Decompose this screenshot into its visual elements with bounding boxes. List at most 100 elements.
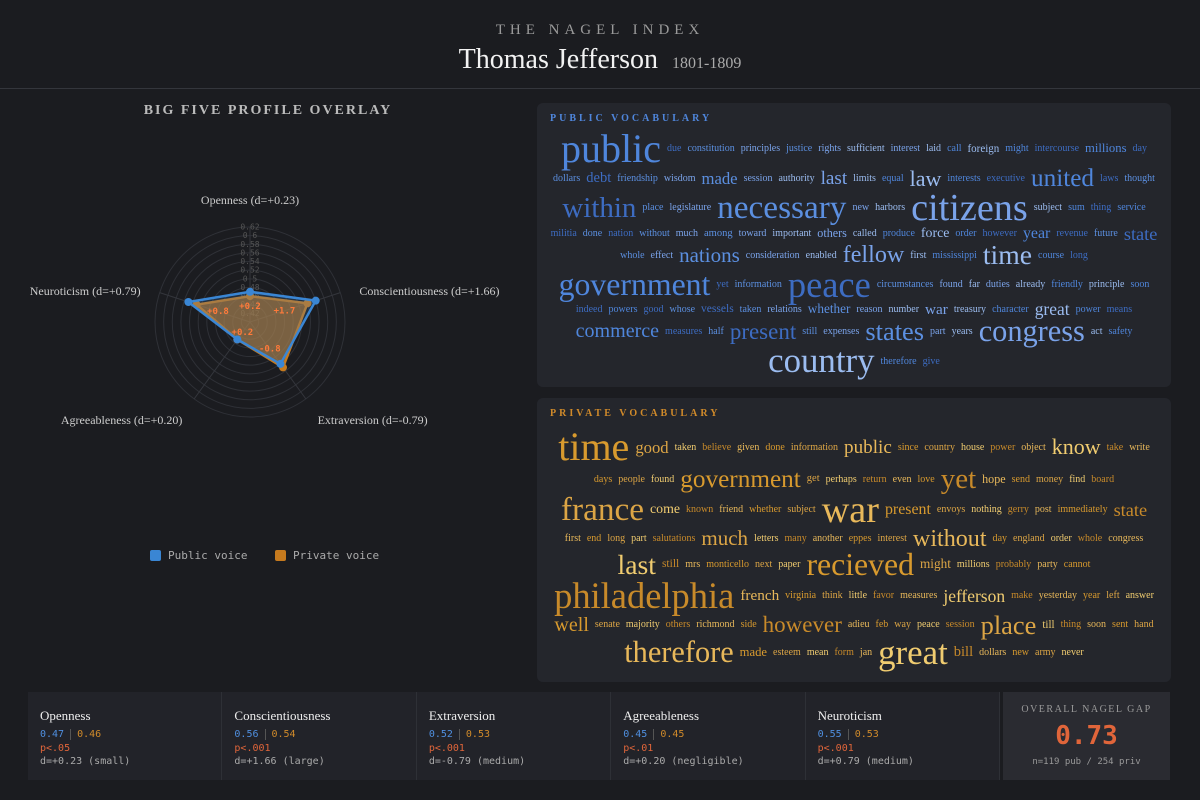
word: house <box>960 441 985 453</box>
word: present <box>729 317 797 344</box>
p-value: p<.01 <box>623 743 654 754</box>
word: within <box>562 191 637 224</box>
trait-name: Neuroticism <box>817 708 882 723</box>
word: relations <box>767 303 802 315</box>
word: future <box>1093 228 1118 240</box>
trait-cards: Openness 0.47 0.46 p<.05 d=+0.23 (small) Cons… <box>28 692 1001 780</box>
p-value: p<.001 <box>234 743 271 754</box>
word: hand <box>1134 619 1154 631</box>
word: rights <box>818 143 842 155</box>
word: part <box>930 325 946 337</box>
word: might <box>920 556 951 572</box>
trait-card: Openness 0.47 0.46 p<.05 d=+0.23 (small) <box>28 692 223 780</box>
word: known <box>686 504 714 516</box>
word: laid <box>926 143 942 155</box>
word: cannot <box>1063 558 1091 570</box>
axis-label: Openness (d=+0.23) <box>201 193 299 207</box>
trait-scores: 0.56 0.54 <box>234 729 403 740</box>
word: paper <box>778 558 801 570</box>
word: soon <box>1087 619 1107 631</box>
word: new <box>1012 647 1029 659</box>
word: fellow <box>842 242 905 269</box>
word: nation <box>608 228 634 240</box>
word: make <box>1011 590 1033 602</box>
word: friendship <box>617 173 658 185</box>
effect-size: d=-0.79 (medium) <box>428 756 526 767</box>
word: return <box>862 473 887 485</box>
word: power <box>990 441 1016 453</box>
word: foreign <box>967 142 1000 155</box>
word: many <box>784 533 807 545</box>
word: dollars <box>979 647 1007 659</box>
word: congress <box>978 313 1085 348</box>
word: safety <box>1108 325 1133 337</box>
word: public <box>561 127 662 171</box>
trait-scores: 0.55 0.53 <box>818 729 987 740</box>
word: without <box>912 525 987 552</box>
word: found <box>650 473 675 485</box>
word: england <box>1013 533 1045 545</box>
public-score: 0.52 <box>428 729 453 740</box>
word: another <box>812 533 843 545</box>
word: yet <box>940 462 977 495</box>
word: millions <box>956 558 990 570</box>
point-label: +0.2 <box>232 328 254 338</box>
word: sum <box>1068 202 1085 214</box>
word: force <box>920 225 950 241</box>
word: enabled <box>805 249 837 261</box>
word: never <box>1061 647 1084 659</box>
effect-size: d=+0.20 (negligible) <box>623 756 744 767</box>
word: yet <box>716 279 729 291</box>
word: information <box>734 279 782 291</box>
word: consideration <box>745 249 800 261</box>
word: laws <box>1100 173 1119 185</box>
word: adieu <box>847 619 870 631</box>
word: take <box>1106 441 1124 453</box>
word: still <box>661 558 680 571</box>
word: great <box>1034 299 1070 320</box>
word: dollars <box>553 173 581 185</box>
word: character <box>992 303 1029 315</box>
word: answer <box>1125 590 1154 602</box>
word: come <box>650 501 681 517</box>
word: already <box>1015 279 1046 291</box>
word: mrs <box>685 558 701 570</box>
word: others <box>817 226 847 241</box>
word: sent <box>1112 619 1129 631</box>
p-value: p<.05 <box>40 743 71 754</box>
word: day <box>992 533 1008 545</box>
trait-card: Agreeableness 0.45 0.45 p<.01 d=+0.20 (negli… <box>611 692 806 780</box>
word: money <box>1035 473 1064 485</box>
word: vessels <box>701 303 734 316</box>
effect-size: d=+1.66 (large) <box>234 756 325 767</box>
radar-chart: BIG FIVE PROFILE OVERLAY 0.420.440.460.4… <box>30 103 500 562</box>
word: first <box>564 533 581 545</box>
word: form <box>834 647 854 659</box>
word: without <box>639 228 670 240</box>
word: salutations <box>652 533 696 545</box>
word: made <box>739 645 768 660</box>
vertex <box>311 296 320 305</box>
word: harbors <box>875 202 906 214</box>
word: treasury <box>953 303 987 315</box>
word: recieved <box>806 546 915 582</box>
word: peace <box>916 619 940 631</box>
word-cloud: time war philadelphia great france recieved th… <box>547 422 1161 676</box>
vertex <box>303 299 312 308</box>
public-cloud: PUBLIC VOCABULARY public citizens peace cou… <box>537 103 1171 387</box>
point-label: +1.7 <box>274 306 296 316</box>
word: years <box>951 325 973 337</box>
trait-name: Extraversion <box>428 708 496 723</box>
word: taken <box>739 303 762 315</box>
word: since <box>897 441 919 453</box>
word: place <box>980 609 1037 640</box>
word: militia <box>550 228 577 240</box>
word: due <box>667 143 682 155</box>
axis-label: Neuroticism (d=+0.79) <box>30 284 141 298</box>
word: thing <box>1060 619 1082 631</box>
word: taken <box>674 441 697 453</box>
word: therefore <box>624 634 734 669</box>
word: monticello <box>706 558 749 570</box>
word: order <box>955 228 977 240</box>
